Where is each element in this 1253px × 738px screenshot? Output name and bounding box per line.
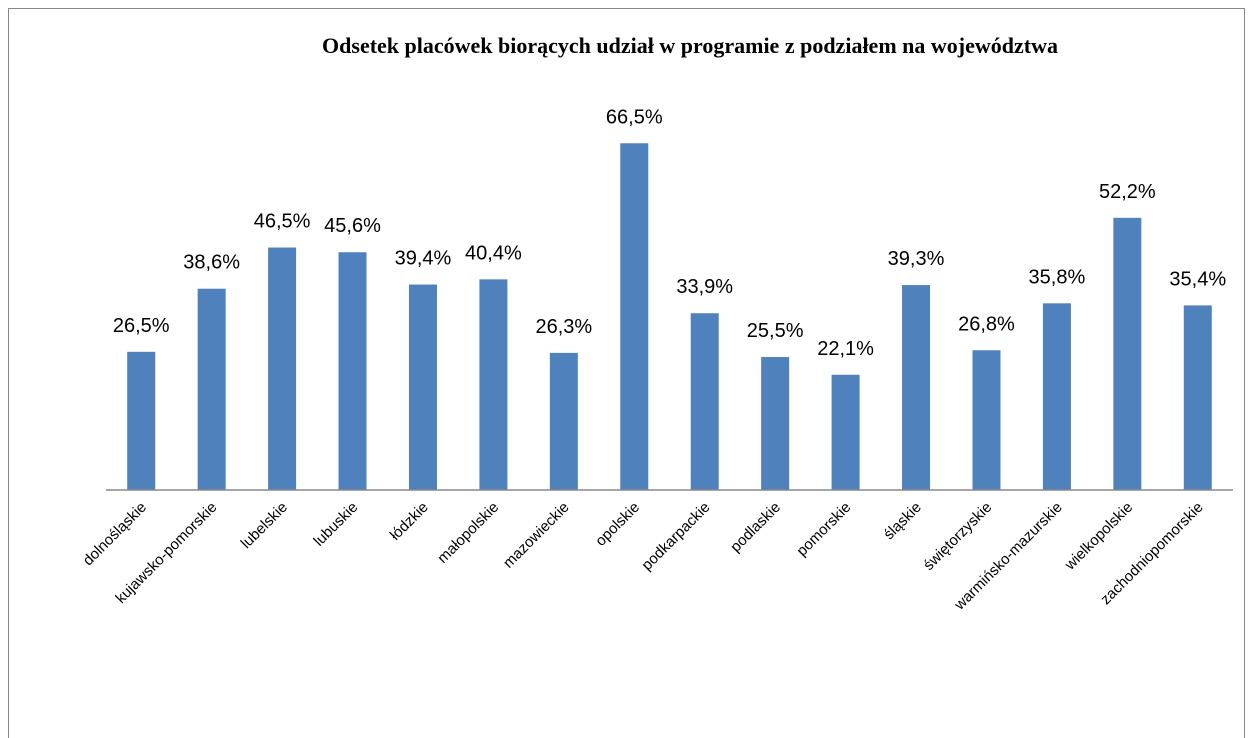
bar bbox=[197, 288, 226, 490]
bar bbox=[338, 252, 367, 490]
bar bbox=[549, 352, 578, 490]
data-label: 66,5% bbox=[606, 106, 663, 128]
data-label: 39,4% bbox=[395, 248, 452, 270]
bar bbox=[761, 357, 790, 490]
data-label: 46,5% bbox=[254, 211, 311, 233]
data-label: 35,8% bbox=[1029, 266, 1086, 288]
data-label: 39,3% bbox=[888, 248, 945, 270]
bar bbox=[620, 143, 649, 490]
bar bbox=[479, 279, 508, 490]
chart-title: Odsetek placówek biorących udział w prog… bbox=[322, 33, 1058, 58]
bar bbox=[1113, 217, 1142, 491]
data-label: 40,4% bbox=[465, 242, 522, 264]
bar bbox=[902, 285, 931, 490]
data-label: 38,6% bbox=[183, 252, 240, 274]
bar bbox=[690, 313, 719, 490]
bar bbox=[408, 284, 437, 490]
data-label: 22,1% bbox=[817, 338, 874, 360]
data-label: 45,6% bbox=[324, 215, 381, 237]
bar bbox=[127, 351, 156, 490]
data-label: 35,4% bbox=[1169, 268, 1226, 290]
data-label: 26,3% bbox=[535, 316, 592, 338]
bar bbox=[1042, 303, 1071, 490]
data-label: 33,9% bbox=[676, 276, 733, 298]
data-label: 26,8% bbox=[958, 313, 1015, 335]
bar bbox=[1183, 305, 1212, 490]
bar bbox=[831, 374, 860, 490]
data-label: 25,5% bbox=[747, 320, 804, 342]
data-label: 26,5% bbox=[113, 315, 170, 337]
bar bbox=[972, 350, 1001, 490]
data-label: 52,2% bbox=[1099, 181, 1156, 203]
bar bbox=[268, 247, 297, 490]
